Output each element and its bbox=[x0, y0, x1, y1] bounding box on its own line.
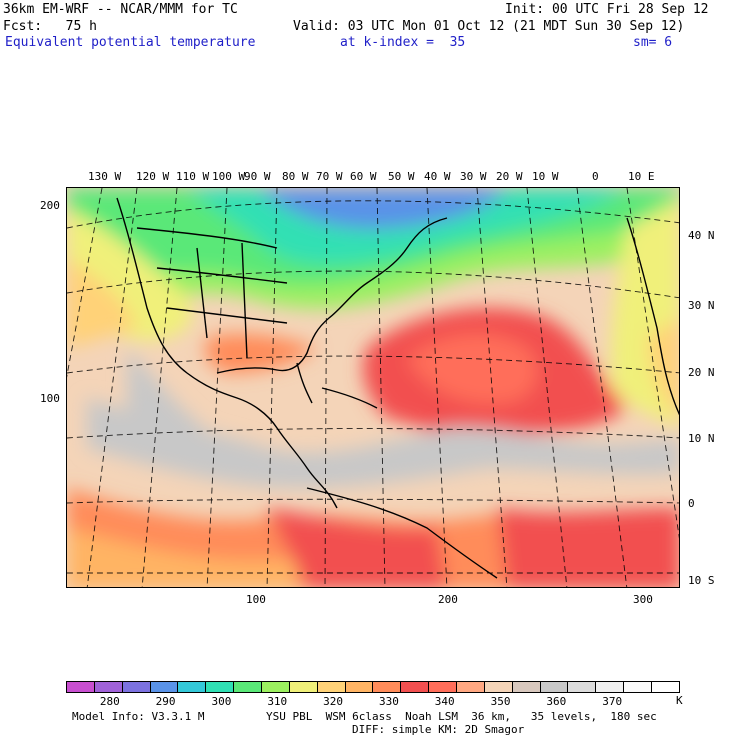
colorbar-label: 370 bbox=[602, 695, 623, 708]
lon-label: 30 W bbox=[460, 170, 487, 183]
lat-label: 0 bbox=[688, 497, 695, 510]
colorbar-label: 320 bbox=[323, 695, 343, 708]
colorbar-swatch bbox=[345, 682, 374, 692]
lon-label: 120 W bbox=[136, 170, 170, 183]
lon-label: 10 W bbox=[532, 170, 559, 183]
lat-label: 10 N bbox=[688, 432, 715, 445]
colorbar-label: 350 bbox=[490, 695, 511, 708]
lon-label: 40 W bbox=[424, 170, 451, 183]
colorbar-swatch bbox=[206, 682, 235, 692]
lat-label: 20 N bbox=[688, 366, 715, 379]
colorbar-swatch bbox=[484, 682, 513, 692]
lon-label: 80 W bbox=[282, 170, 309, 183]
physics-line-1: YSU PBL WSM 6class Noah LSM 36 km, 35 le… bbox=[266, 710, 657, 723]
grid-y-label: 100 bbox=[40, 392, 60, 405]
grid-y-label: 200 bbox=[40, 199, 60, 212]
colorbar-swatch bbox=[122, 682, 151, 692]
colorbar-swatch bbox=[262, 682, 290, 692]
init-time: Init: 00 UTC Fri 28 Sep 12 bbox=[505, 2, 709, 17]
colorbar-label: 340 bbox=[434, 695, 455, 708]
colorbar-swatch bbox=[429, 682, 458, 692]
colorbar-swatch bbox=[150, 682, 179, 692]
grid-x-label: 200 bbox=[438, 593, 458, 606]
colorbar-swatch bbox=[178, 682, 207, 692]
physics-line-2: DIFF: simple KM: 2D Smagor bbox=[352, 723, 525, 736]
lon-label: 110 W bbox=[176, 170, 210, 183]
colorbar-label: 300 bbox=[211, 695, 232, 708]
grid-x-label: 100 bbox=[246, 593, 266, 606]
lat-label: 40 N bbox=[688, 229, 715, 242]
colorbar-label: 310 bbox=[267, 695, 288, 708]
colorbar-label: 360 bbox=[546, 695, 567, 708]
forecast-hour: Fcst: 75 h bbox=[3, 19, 97, 34]
colorbar-swatch bbox=[624, 682, 653, 692]
colorbar bbox=[66, 681, 680, 693]
colorbar-swatch bbox=[540, 682, 569, 692]
colorbar-label: 280 bbox=[99, 695, 120, 708]
colorbar-swatch bbox=[596, 682, 625, 692]
colorbar-swatch bbox=[568, 682, 597, 692]
lon-label: 90 W bbox=[244, 170, 271, 183]
colorbar-swatch bbox=[512, 682, 541, 692]
lon-label: 100 W bbox=[212, 170, 246, 183]
model-info: Model Info: V3.3.1 M bbox=[72, 710, 205, 723]
field-name: Equivalent potential temperature bbox=[5, 35, 256, 50]
model-title: 36km EM-WRF -- NCAR/MMM for TC bbox=[3, 2, 238, 17]
lon-label: 130 W bbox=[88, 170, 122, 183]
lat-label: 30 N bbox=[688, 299, 715, 312]
colorbar-swatch bbox=[234, 682, 263, 692]
colorbar-swatch bbox=[94, 682, 123, 692]
colorbar-swatch bbox=[457, 682, 485, 692]
lon-label: 70 W bbox=[316, 170, 343, 183]
smoothing: sm= 6 bbox=[633, 35, 673, 50]
lon-label: 0 bbox=[592, 170, 599, 183]
colorbar-swatch bbox=[652, 682, 679, 692]
valid-time: Valid: 03 UTC Mon 01 Oct 12 (21 MDT Sun … bbox=[293, 19, 685, 34]
colorbar-label: 290 bbox=[155, 695, 176, 708]
colorbar-swatch bbox=[373, 682, 402, 692]
lon-label: 10 E bbox=[628, 170, 655, 183]
lon-label: 60 W bbox=[350, 170, 377, 183]
lat-label: 10 S bbox=[688, 574, 715, 587]
lon-label: 50 W bbox=[388, 170, 415, 183]
lon-label: 20 W bbox=[496, 170, 523, 183]
colorbar-swatch bbox=[289, 682, 318, 692]
colorbar-unit: K bbox=[676, 694, 683, 707]
colorbar-swatch bbox=[401, 682, 430, 692]
theta-e-map bbox=[66, 187, 680, 588]
colorbar-swatch bbox=[67, 682, 95, 692]
k-index: at k-index = 35 bbox=[340, 35, 466, 50]
grid-x-label: 300 bbox=[633, 593, 653, 606]
colorbar-label: 330 bbox=[378, 695, 399, 708]
colorbar-swatch bbox=[317, 682, 346, 692]
